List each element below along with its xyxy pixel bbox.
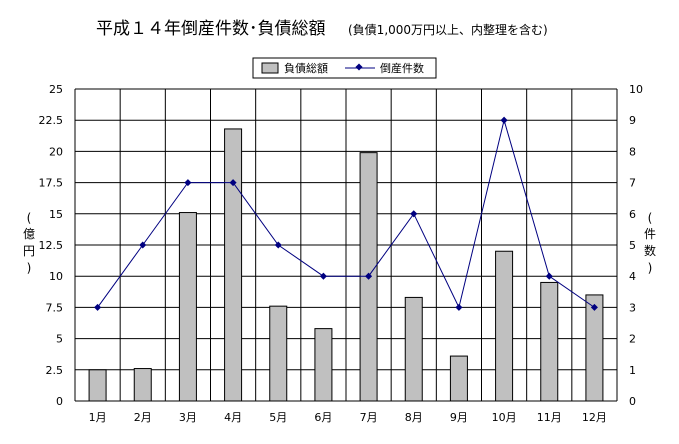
line-series [94, 116, 598, 311]
line-point [410, 210, 418, 218]
y-right-axis-title-char: 件 [644, 227, 656, 241]
y-right-axis-title-char: ( [648, 211, 653, 225]
bar [269, 305, 288, 402]
bar [178, 212, 197, 402]
y-right-axis-title-char: ) [648, 261, 653, 275]
y-left-tick-label: 5 [56, 333, 63, 346]
y-right-tick-label: 5 [629, 239, 636, 252]
y-left-tick-label: 12.5 [39, 239, 64, 252]
bar-series [88, 128, 604, 402]
y-right-tick-label: 4 [629, 270, 636, 283]
legend-label-bar: 負債総額 [284, 61, 328, 75]
y-left-tick-label: 20 [49, 145, 63, 158]
y-left-axis-title-char: ) [27, 261, 32, 275]
bar [449, 355, 468, 402]
x-tick-label: 2月 [134, 411, 152, 424]
chart-title: 平成１４年倒産件数･負債総額 [96, 19, 326, 39]
y-right-tick-label: 3 [629, 301, 636, 314]
y-right-tick-label: 6 [629, 208, 636, 221]
y-right-tick-label: 1 [629, 364, 636, 377]
x-tick-label: 12月 [582, 411, 607, 424]
y-left-axis-title-char: ( [27, 211, 32, 225]
line-point [94, 303, 102, 311]
y-right-axis-title-char: 数 [644, 243, 656, 258]
line-point [545, 272, 553, 280]
y-left-tick-label: 0 [56, 395, 63, 408]
gridlines [74, 88, 618, 402]
x-tick-label: 8月 [405, 411, 423, 424]
bar [133, 368, 152, 402]
x-tick-label: 4月 [224, 411, 242, 424]
bar [314, 328, 333, 402]
legend-box [252, 57, 437, 79]
x-tick-label: 10月 [492, 411, 517, 424]
line-point [139, 241, 147, 249]
bar [495, 250, 514, 402]
y-right-tick-label: 9 [629, 114, 636, 127]
x-tick-label: 1月 [89, 411, 107, 424]
tick-labels: 0 2.5 5 7.5 10 12.5 15 17.5 20 22.5 25 0 1 2 3 4 5 6 7 8 9 10… [39, 83, 644, 424]
legend-label-line: 倒産件数 [380, 62, 424, 75]
y-left-axis-title-char: 億 [23, 227, 35, 241]
y-left-tick-label: 22.5 [39, 114, 64, 127]
y-left-tick-label: 10 [49, 270, 63, 283]
x-tick-label: 5月 [269, 411, 287, 424]
line-point [590, 303, 598, 311]
bar [404, 296, 423, 402]
y-right-tick-label: 10 [629, 83, 643, 96]
line-path [97, 118, 595, 309]
y-left-tick-label: 2.5 [46, 364, 64, 377]
y-left-axis-title-char: 円 [23, 244, 35, 258]
line-point [184, 179, 192, 187]
legend-swatch-marker [355, 63, 363, 71]
y-left-tick-label: 25 [49, 83, 63, 96]
line-point [455, 303, 463, 311]
line-point [229, 179, 237, 187]
y-right-tick-label: 7 [629, 177, 636, 190]
bar [88, 369, 107, 402]
x-tick-label: 7月 [360, 411, 378, 424]
bar [540, 281, 559, 402]
line-point [319, 272, 327, 280]
line-point [365, 272, 373, 280]
line-point [500, 116, 508, 124]
x-tick-label: 3月 [179, 411, 197, 424]
y-right-tick-label: 2 [629, 333, 636, 346]
bar [224, 128, 243, 402]
chart-subtitle: (負債1,000万円以上、内整理を含む) [348, 22, 548, 37]
y-right-tick-label: 0 [629, 395, 636, 408]
line-point [274, 241, 282, 249]
axis-titles: ( 億円) ( 件数) [23, 211, 656, 275]
axes [74, 89, 618, 402]
x-tick-label: 9月 [450, 411, 468, 424]
legend-swatch-bar [261, 62, 279, 74]
y-right-tick-label: 8 [629, 145, 636, 158]
y-left-tick-label: 17.5 [39, 177, 64, 190]
y-left-tick-label: 15 [49, 208, 63, 221]
y-left-tick-label: 7.5 [46, 301, 64, 314]
x-tick-label: 11月 [537, 411, 562, 424]
legend: 負債総額 倒産件数 [252, 57, 437, 79]
x-tick-label: 6月 [314, 411, 332, 424]
